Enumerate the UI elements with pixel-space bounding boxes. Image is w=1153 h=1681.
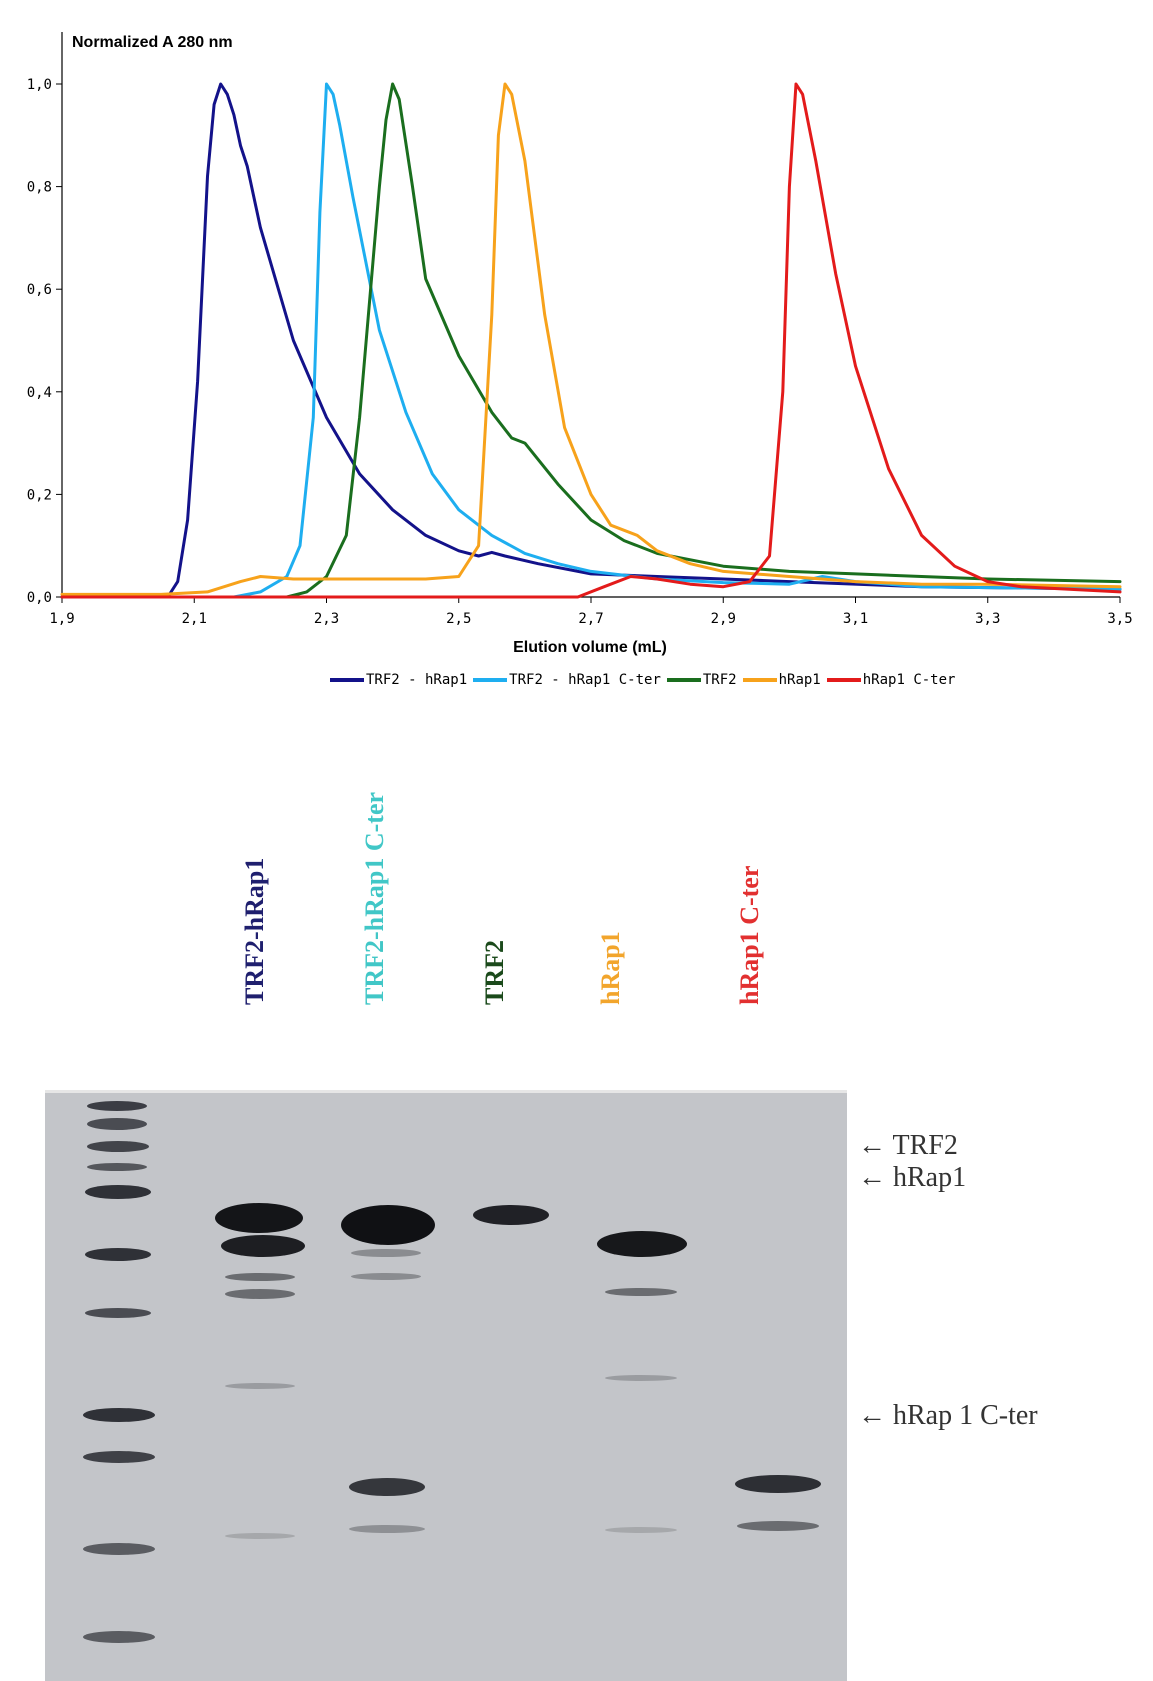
legend-swatch — [826, 678, 861, 682]
gel-band — [351, 1273, 421, 1280]
gel-band-hrap1 — [597, 1231, 687, 1257]
legend-item: hRap1 C-ter — [826, 672, 956, 688]
y-tick-label: 0,4 — [27, 385, 52, 401]
chart-legend: TRF2 - hRap1 TRF2 - hRap1 C-ter TRF2 hRap1 h… — [0, 672, 1153, 694]
gel-lane-label: TRF2 — [480, 940, 509, 1005]
chart-axes: 0,0 0,2 0,4 0,6 0,8 1,0 1,9 2,1 2,3 2,5 2,7 2,9 3,1 3… — [27, 32, 1133, 627]
series-line-trf2 — [60, 82, 1122, 599]
ladder-band — [83, 1631, 155, 1643]
gel-band-trf2 — [215, 1203, 303, 1233]
ladder-band — [83, 1451, 155, 1463]
gel-band — [737, 1521, 819, 1531]
gel-band — [605, 1375, 677, 1381]
chart-series-layer — [60, 82, 1122, 599]
legend-item: TRF2 — [666, 672, 737, 688]
gel-band-hrap1-cter — [349, 1478, 425, 1496]
x-tick-label: 2,1 — [182, 611, 207, 627]
ladder-band — [87, 1101, 147, 1111]
legend-swatch — [330, 678, 364, 682]
gel-band — [349, 1525, 425, 1533]
legend-item: hRap1 — [742, 672, 821, 688]
gel-lane-label: hRap1 C-ter — [735, 865, 764, 1005]
gel-band — [351, 1249, 421, 1257]
ladder-band — [87, 1141, 149, 1152]
y-tick-label: 0,2 — [27, 487, 52, 503]
gel-band-trf2 — [341, 1205, 435, 1245]
gel-band — [225, 1273, 295, 1281]
legend-swatch — [666, 678, 701, 682]
y-tick-label: 0,6 — [27, 282, 52, 298]
gel-image — [45, 1090, 847, 1681]
series-line-hrap1-c-ter — [60, 82, 1122, 599]
x-tick-label: 1,9 — [49, 611, 74, 627]
chromatography-chart: 0,0 0,2 0,4 0,6 0,8 1,0 1,9 2,1 2,3 2,5 2,7 2,9 3,1 3… — [27, 32, 1133, 656]
x-axis-label: Elution volume (mL) — [513, 639, 667, 656]
y-tick-label: 0,8 — [27, 180, 52, 196]
x-tick-label: 2,3 — [314, 611, 339, 627]
gel-band — [605, 1527, 677, 1533]
x-tick-label: 3,1 — [843, 611, 868, 627]
gel-band — [225, 1533, 295, 1539]
y-tick-label: 1,0 — [27, 77, 52, 93]
x-tick-label: 3,3 — [975, 611, 1000, 627]
ladder-band — [85, 1308, 151, 1318]
gel-lane-label: TRF2-hRap1 — [240, 857, 269, 1005]
gel-band — [225, 1289, 295, 1299]
ladder-band — [85, 1248, 151, 1261]
legend-swatch — [473, 678, 508, 682]
y-tick-label: 0,0 — [27, 590, 52, 606]
sds-page-gel-section: TRF2-hRap1 TRF2-hRap1 C-ter TRF2 hRap1 hRap1… — [0, 760, 1153, 1681]
gel-band-trf2 — [473, 1205, 549, 1225]
gel-band-annotation: ← hRap1 — [858, 1162, 967, 1193]
legend-swatch — [742, 678, 777, 682]
legend-label: TRF2 - hRap1 — [366, 672, 468, 688]
ladder-band — [85, 1185, 151, 1199]
ladder-band — [87, 1163, 147, 1171]
legend-label: TRF2 — [702, 672, 737, 688]
gel-band-annotation: ← hRap 1 C-ter — [858, 1400, 1038, 1431]
legend-item: TRF2 - hRap1 C-ter — [473, 672, 661, 688]
ladder-band — [83, 1543, 155, 1555]
y-axis-label: Normalized A 280 nm — [72, 34, 233, 51]
x-tick-label: 2,7 — [578, 611, 603, 627]
gel-lane-label: TRF2-hRap1 C-ter — [360, 791, 389, 1005]
gel-band-hrap1-cter — [735, 1475, 821, 1493]
legend-item: TRF2 - hRap1 — [330, 672, 467, 688]
x-tick-label: 2,5 — [446, 611, 471, 627]
ladder-band — [87, 1118, 147, 1130]
gel-band-annotation: ← TRF2 — [858, 1130, 958, 1161]
legend-label: hRap1 — [778, 672, 821, 688]
ladder-band — [83, 1408, 155, 1422]
series-line-trf2-hrap1-c-ter — [60, 82, 1122, 599]
legend-label: TRF2 - hRap1 C-ter — [509, 672, 661, 688]
gel-band — [605, 1288, 677, 1296]
gel-lane-label: hRap1 — [596, 931, 625, 1005]
x-tick-label: 3,5 — [1107, 611, 1132, 627]
legend-label: hRap1 C-ter — [862, 672, 956, 688]
x-tick-label: 2,9 — [711, 611, 736, 627]
gel-band-hrap1 — [221, 1235, 305, 1257]
gel-band — [225, 1383, 295, 1389]
